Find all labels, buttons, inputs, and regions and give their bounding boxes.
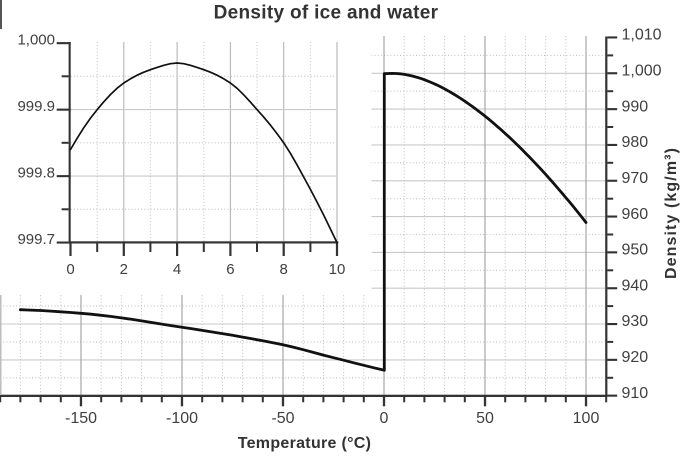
svg-text:50: 50 [476,410,494,427]
svg-text:999.9: 999.9 [17,98,55,115]
svg-text:930: 930 [622,313,649,330]
svg-text:999.7: 999.7 [17,231,55,248]
svg-text:4: 4 [173,261,181,278]
svg-text:960: 960 [622,206,649,223]
svg-text:Temperature (°C): Temperature (°C) [238,435,372,452]
svg-text:1,000: 1,000 [17,32,55,49]
svg-text:910: 910 [622,385,649,402]
svg-text:0: 0 [66,261,74,278]
svg-text:950: 950 [622,242,649,259]
svg-text:2: 2 [120,261,128,278]
svg-text:-50: -50 [271,410,294,427]
svg-text:6: 6 [226,261,234,278]
svg-text:970: 970 [622,170,649,187]
svg-text:990: 990 [622,98,649,115]
svg-text:-100: -100 [166,410,198,427]
svg-text:940: 940 [622,277,649,294]
svg-text:980: 980 [622,134,649,151]
svg-text:Density of ice and water: Density of ice and water [214,3,439,24]
svg-text:-150: -150 [65,410,97,427]
svg-text:Density (kg/m³): Density (kg/m³) [663,147,680,279]
svg-text:0: 0 [380,410,389,427]
svg-text:100: 100 [573,410,600,427]
svg-text:1,010: 1,010 [622,27,662,44]
svg-text:10: 10 [329,261,346,278]
svg-text:999.8: 999.8 [17,165,55,182]
svg-text:1,000: 1,000 [622,63,662,80]
svg-text:8: 8 [280,261,288,278]
svg-text:920: 920 [622,349,649,366]
